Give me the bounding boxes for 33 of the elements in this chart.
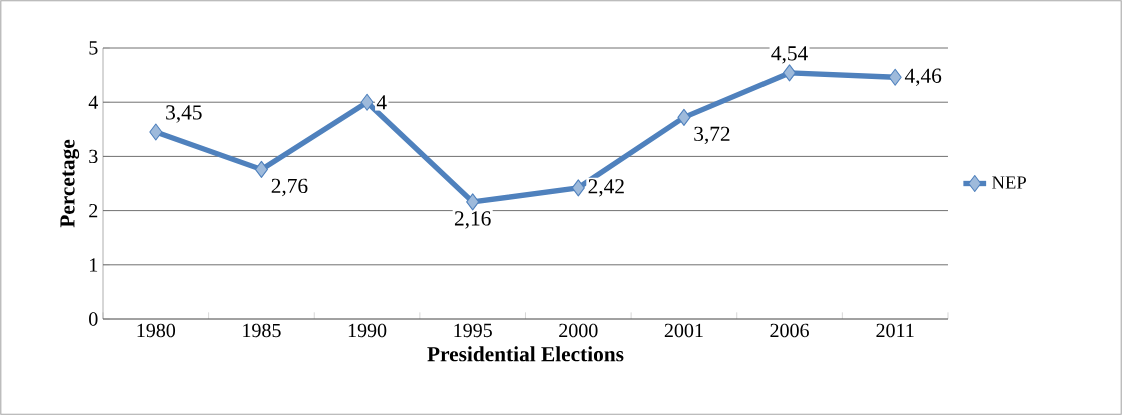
data-label: 2,42	[588, 179, 624, 197]
x-axis-title: Presidential Elections	[427, 346, 624, 362]
y-tick-label: 2	[89, 203, 98, 218]
data-label: 3,45	[166, 105, 202, 123]
point	[888, 68, 902, 86]
point	[783, 64, 797, 82]
x-tick-label: 2006	[770, 323, 809, 338]
x-tick-label: 2000	[559, 323, 598, 338]
data-label: 4,54	[771, 46, 808, 64]
y-tick-label: 5	[89, 41, 98, 55]
x-tick-label: 1980	[137, 323, 176, 338]
x-tick-label: 1995	[454, 323, 492, 338]
y-tick-label: 3	[89, 149, 98, 164]
data-label: 2,76	[271, 178, 308, 197]
data-label: 4	[376, 95, 387, 110]
y-tick-label: 1	[90, 258, 98, 272]
legend-label: NEP	[992, 176, 1026, 189]
point	[254, 160, 268, 178]
point	[571, 179, 585, 197]
x-tick-label: 2011	[876, 323, 914, 338]
y-tick-label: 4	[88, 95, 98, 109]
point	[149, 123, 163, 141]
x-tick-label: 1985	[243, 323, 281, 338]
y-tick-label: 0	[89, 312, 98, 326]
y-axis-title: Percetage	[60, 139, 80, 228]
point	[360, 93, 374, 111]
data-label: 2,16	[454, 211, 491, 229]
point	[677, 108, 691, 126]
data-label: 4,46	[904, 68, 942, 86]
x-tick-label: 1990	[348, 323, 387, 338]
data-label: 3,72	[694, 126, 730, 145]
x-tick-label: 2001	[664, 323, 703, 338]
point	[466, 193, 480, 211]
